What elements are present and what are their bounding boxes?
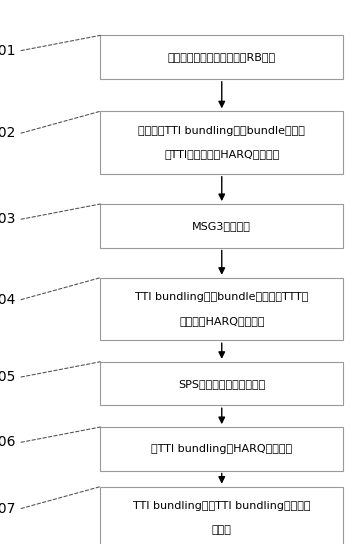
Bar [100, 112, 343, 174]
Bar [100, 362, 343, 405]
Bar [100, 486, 343, 544]
Text: 104: 104 [0, 293, 16, 307]
Bar [100, 35, 343, 79]
Text: 个TTI的非自适应HARQ重传调度: 个TTI的非自适应HARQ重传调度 [164, 150, 279, 159]
Text: SPS半静态调度或动态调度: SPS半静态调度或动态调度 [178, 379, 265, 388]
Text: TTI bundling一个bundle内第一个TTT的: TTI bundling一个bundle内第一个TTT的 [135, 292, 308, 302]
Text: 非自适应HARQ重传调度: 非自适应HARQ重传调度 [179, 316, 264, 326]
Text: 107: 107 [0, 502, 16, 516]
Text: 103: 103 [0, 212, 16, 226]
Bar [100, 427, 343, 471]
Bar [100, 277, 343, 341]
Text: 传调度: 传调度 [212, 525, 232, 535]
Text: 非TTI bundling的HARQ重传调度: 非TTI bundling的HARQ重传调度 [151, 444, 292, 454]
Text: 已调度的TTI bundling一个bundle内后三: 已调度的TTI bundling一个bundle内后三 [138, 126, 305, 135]
Bar [100, 204, 343, 248]
Text: 105: 105 [0, 370, 16, 384]
Text: 102: 102 [0, 126, 16, 140]
Text: MSG3新传调度: MSG3新传调度 [192, 221, 251, 231]
Text: 106: 106 [0, 435, 16, 449]
Text: 根据小区配置初始化调度的RB资源: 根据小区配置初始化调度的RB资源 [168, 52, 276, 62]
Text: 101: 101 [0, 44, 16, 58]
Text: TTI bundling和非TTI bundling的动态新: TTI bundling和非TTI bundling的动态新 [133, 501, 310, 511]
